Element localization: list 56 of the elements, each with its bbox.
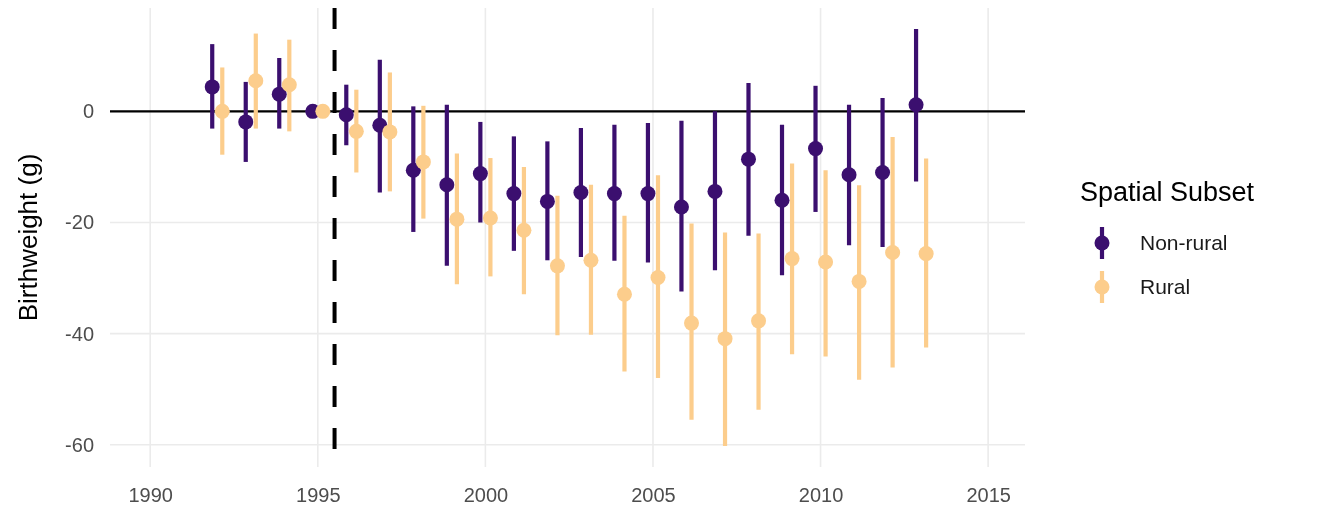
point [784,251,800,267]
point [405,162,421,178]
point [650,270,666,285]
point [415,154,431,170]
point [472,166,488,182]
point [482,210,498,226]
x-tick-label: 1995 [296,484,341,507]
point [908,97,924,113]
point [449,211,465,227]
legend-label: Rural [1140,275,1191,299]
point [506,186,522,202]
point [348,123,364,139]
x-tick-label: 2015 [966,484,1011,507]
point [851,273,867,289]
legend-title: Spatial Subset [1080,177,1255,208]
point [439,177,455,193]
y-tick-label: -60 [65,433,94,456]
point [248,73,264,89]
point [382,124,398,140]
y-tick-label: -40 [65,322,94,345]
point [717,331,733,347]
x-tick-label: 1990 [128,484,173,507]
point [640,186,656,202]
point [315,103,331,119]
point [818,254,834,270]
y-axis-title: Birthweight (g) [13,153,43,322]
point [808,141,824,157]
legend-label: Non-rural [1140,231,1228,255]
x-tick-label: 2005 [631,484,676,507]
point [516,222,532,238]
point [238,114,254,130]
point [673,199,689,215]
x-tick-label: 2000 [463,484,509,507]
point [573,185,589,200]
point [707,183,723,199]
point [684,315,700,331]
point [918,246,934,262]
y-tick-label: -20 [65,211,94,234]
point [841,167,857,183]
point [606,186,622,202]
point [338,107,354,123]
x-tick-label: 2010 [798,484,844,507]
point [740,151,756,167]
point [751,313,767,329]
point [583,252,599,268]
point [549,258,565,274]
point [281,77,297,93]
y-tick-label: 0 [82,100,94,123]
point [616,286,632,302]
point [875,165,891,180]
point [271,86,287,102]
point [204,79,220,95]
point [774,192,790,208]
point [539,193,555,209]
point [214,103,230,119]
point [885,245,901,260]
